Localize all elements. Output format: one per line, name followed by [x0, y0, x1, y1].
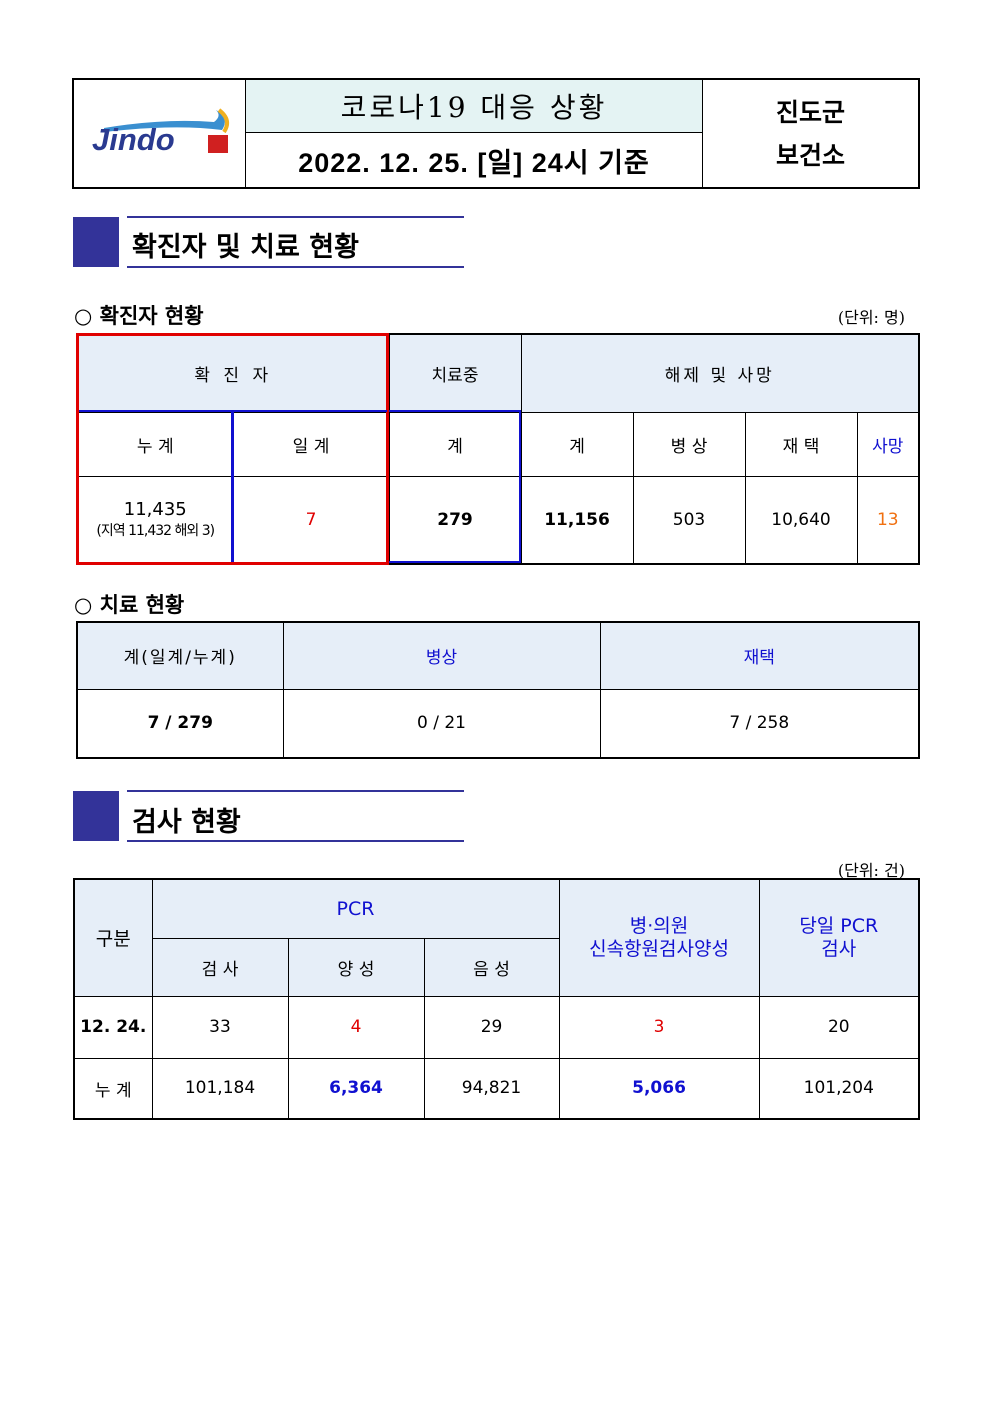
header-sameday: 당일 PCR 검사: [758, 878, 920, 997]
cum-value: 11,435: [123, 499, 187, 521]
header-neg: 음 성: [423, 937, 560, 997]
rapid-value: 3: [558, 995, 760, 1059]
org-cell: 진도군 보건소: [703, 80, 918, 187]
treating-value: 279: [388, 475, 522, 565]
highlight-border-blue: [389, 410, 521, 563]
tests-table: 구분 PCR 병·의원 신속항원검사양성 당일 PCR 검사 검 사 양 성 음…: [73, 878, 921, 1120]
section-title: 검사 현황: [132, 807, 241, 838]
sameday-value: 20: [758, 995, 920, 1059]
unit-label: (단위: 건): [837, 861, 905, 880]
death-value: 13: [856, 475, 920, 565]
header-hospital: 병 상: [632, 411, 746, 477]
total-value: 7 / 279: [76, 688, 284, 759]
header-released: 해제 및 사망: [520, 333, 920, 413]
header-cum: 누 계: [76, 411, 234, 477]
org-dept: 보건소: [775, 140, 845, 170]
treatment-table: 계(일계/누계) 병상 재택 7 / 279 0 / 21 7 / 258: [76, 621, 920, 759]
section-title: 확진자 및 치료 현황: [132, 232, 359, 263]
row-label: 누 계: [73, 1057, 153, 1120]
subtitle-confirmed: ○ 확진자 현황: [74, 304, 204, 328]
header-pcr: PCR: [151, 878, 560, 939]
logo-text: Jindo: [92, 122, 175, 157]
date-cell: 2022. 12. 25. [일] 24시 기준: [246, 133, 703, 187]
header-home: 재 택: [744, 411, 858, 477]
test-value: 101,184: [151, 1057, 289, 1120]
header-treating: 치료중: [388, 333, 522, 413]
rapid-value: 5,066: [558, 1057, 760, 1120]
daily-value: 7: [232, 475, 390, 565]
header-home: 재택: [599, 621, 920, 690]
released-total-value: 11,156: [520, 475, 634, 565]
section-marker: [73, 217, 119, 267]
cum-detail: (지역 11,432 해외 3): [96, 523, 215, 540]
header-pos: 양 성: [287, 937, 425, 997]
home-value: 7 / 258: [599, 688, 920, 759]
divider: [127, 790, 464, 792]
page-title: 코로나19 대응 상황: [340, 91, 608, 124]
org-name: 진도군: [775, 97, 845, 127]
pos-value: 6,364: [287, 1057, 425, 1120]
section-marker: [73, 791, 119, 841]
divider: [127, 266, 464, 268]
header-death: 사망: [856, 411, 920, 477]
header-confirmed: 확 진 자: [76, 333, 390, 413]
sameday-value: 101,204: [758, 1057, 920, 1120]
test-value: 33: [151, 995, 289, 1059]
home-value: 10,640: [744, 475, 858, 565]
cum-cell: 11,435 (지역 11,432 해외 3): [76, 475, 234, 565]
neg-value: 94,821: [423, 1057, 560, 1120]
unit-label: (단위: 명): [837, 308, 905, 327]
header-test: 검 사: [151, 937, 289, 997]
title-cell: 코로나19 대응 상황: [246, 80, 703, 133]
table-row: 누 계 101,184 6,364 94,821 5,066 101,204: [73, 1057, 920, 1120]
neg-value: 29: [423, 995, 560, 1059]
divider: [127, 216, 464, 218]
divider: [127, 840, 464, 842]
header-total: 계(일계/누계): [76, 621, 284, 690]
header-hospital: 병상: [282, 621, 601, 690]
pos-value: 4: [287, 995, 425, 1059]
logo: Jindo: [74, 80, 246, 187]
highlight-border: [76, 333, 389, 565]
table-row: 12. 24. 33 4 29 3 20: [73, 995, 920, 1059]
hospital-value: 503: [632, 475, 746, 565]
header-rel-total: 계: [520, 411, 634, 477]
confirmed-table: 확 진 자 치료중 해제 및 사망 누 계 일 계 계 계 병 상 재 택 사망…: [76, 333, 921, 565]
header-category: 구분: [73, 878, 153, 997]
subtitle-treatment: ○ 치료 현황: [74, 593, 185, 617]
report-date: 2022. 12. 25. [일] 24시 기준: [298, 147, 650, 178]
hospital-value: 0 / 21: [282, 688, 601, 759]
highlight-border-blue: [231, 411, 234, 562]
row-label: 12. 24.: [73, 995, 153, 1059]
logo-wave-icon: [104, 108, 230, 153]
header-box: Jindo 코로나19 대응 상황 2022. 12. 25. [일] 24시 …: [72, 78, 920, 189]
header-rapid: 병·의원 신속항원검사양성: [558, 878, 760, 997]
header-treat-total: 계: [388, 411, 522, 477]
